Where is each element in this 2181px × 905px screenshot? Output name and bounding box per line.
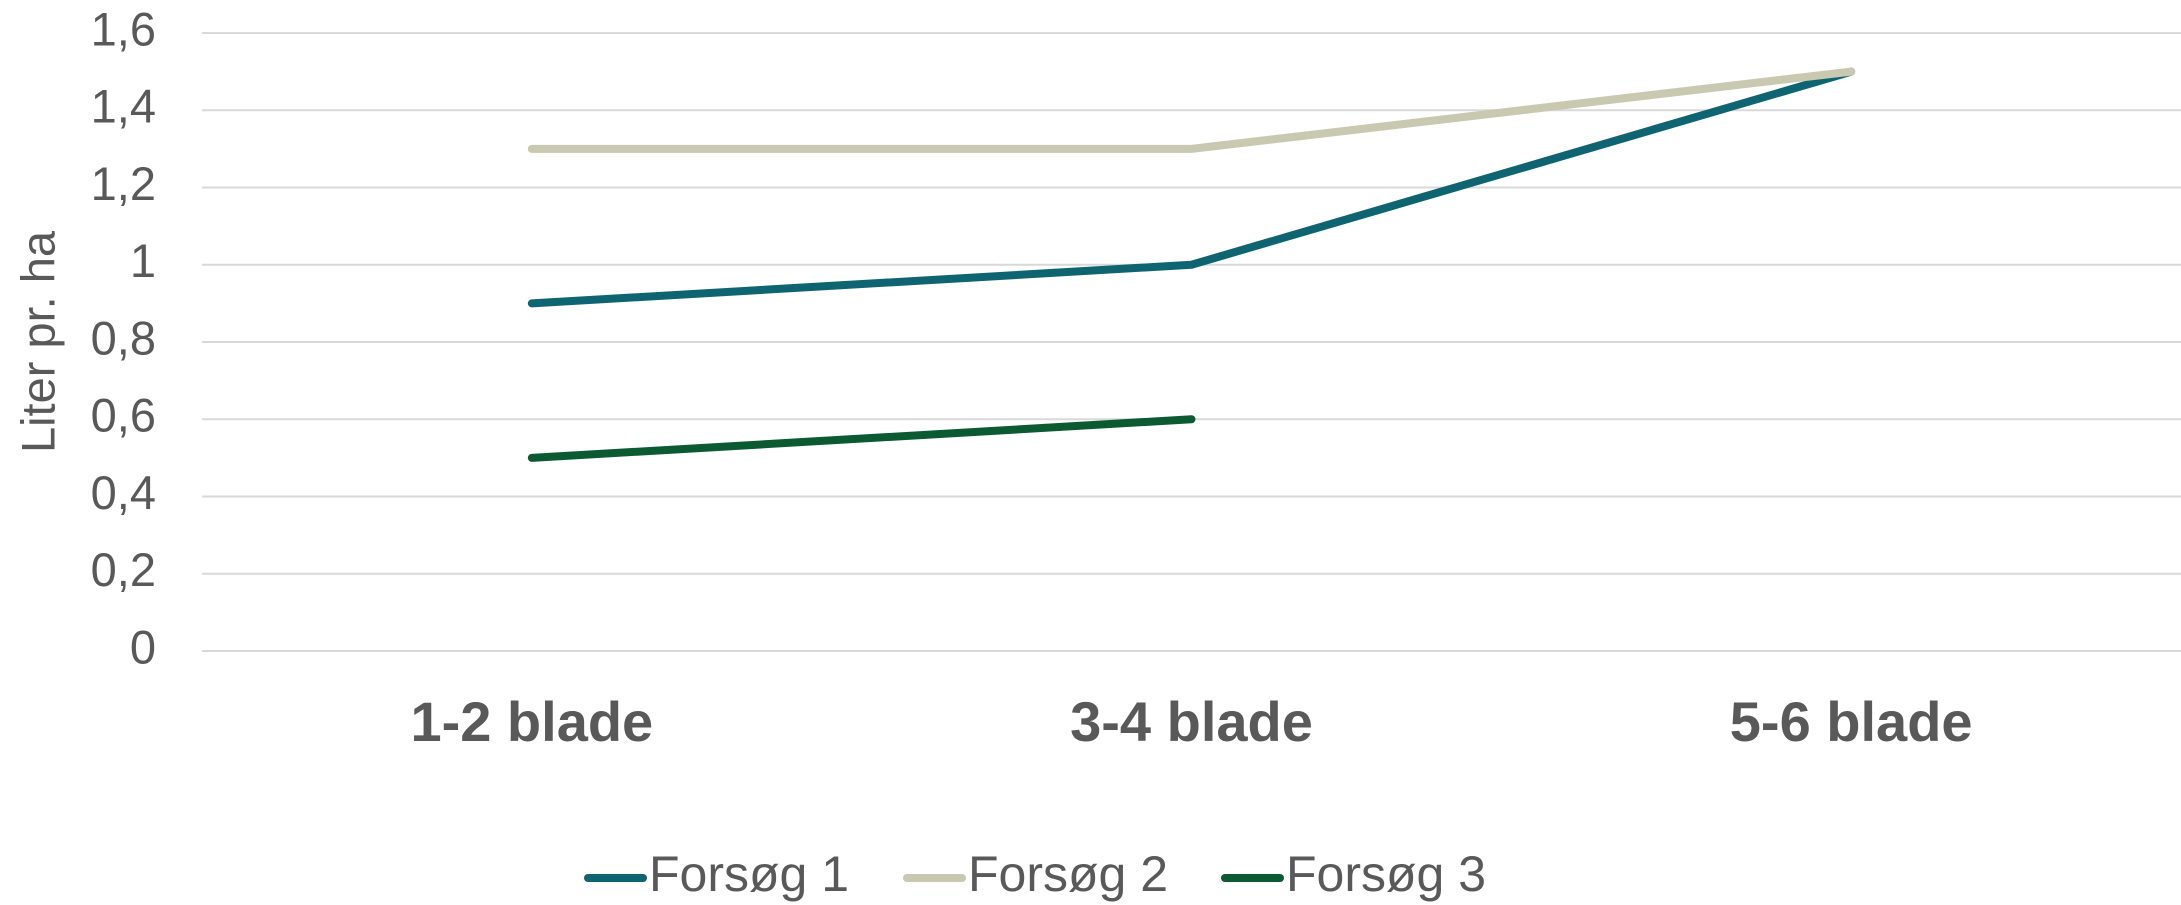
data-line	[527, 415, 1196, 462]
legend-label: Forsøg 1	[649, 846, 849, 902]
y-tick-label: 1	[130, 234, 156, 287]
y-tick-label: 0,4	[91, 466, 156, 519]
y-tick-label: 0,2	[91, 543, 156, 596]
x-tick-label: 5-6 blade	[1730, 690, 1973, 753]
y-tick-label: 0,8	[91, 311, 156, 364]
y-tick-label: 1,2	[91, 157, 156, 210]
y-tick-label: 1,4	[91, 80, 156, 133]
y-tick-label: 0,6	[91, 389, 156, 442]
y-tick-label: 1,6	[91, 2, 156, 55]
data-line	[527, 67, 1856, 308]
data-line	[527, 67, 1856, 153]
legend-label: Forsøg 2	[968, 846, 1168, 902]
y-tick-label: 0	[130, 620, 156, 673]
x-tick-label: 1-2 blade	[410, 690, 653, 753]
x-tick-label: 3-4 blade	[1070, 690, 1313, 753]
y-axis-label: Liter pr. ha	[11, 230, 64, 453]
legend-label: Forsøg 3	[1286, 846, 1486, 902]
